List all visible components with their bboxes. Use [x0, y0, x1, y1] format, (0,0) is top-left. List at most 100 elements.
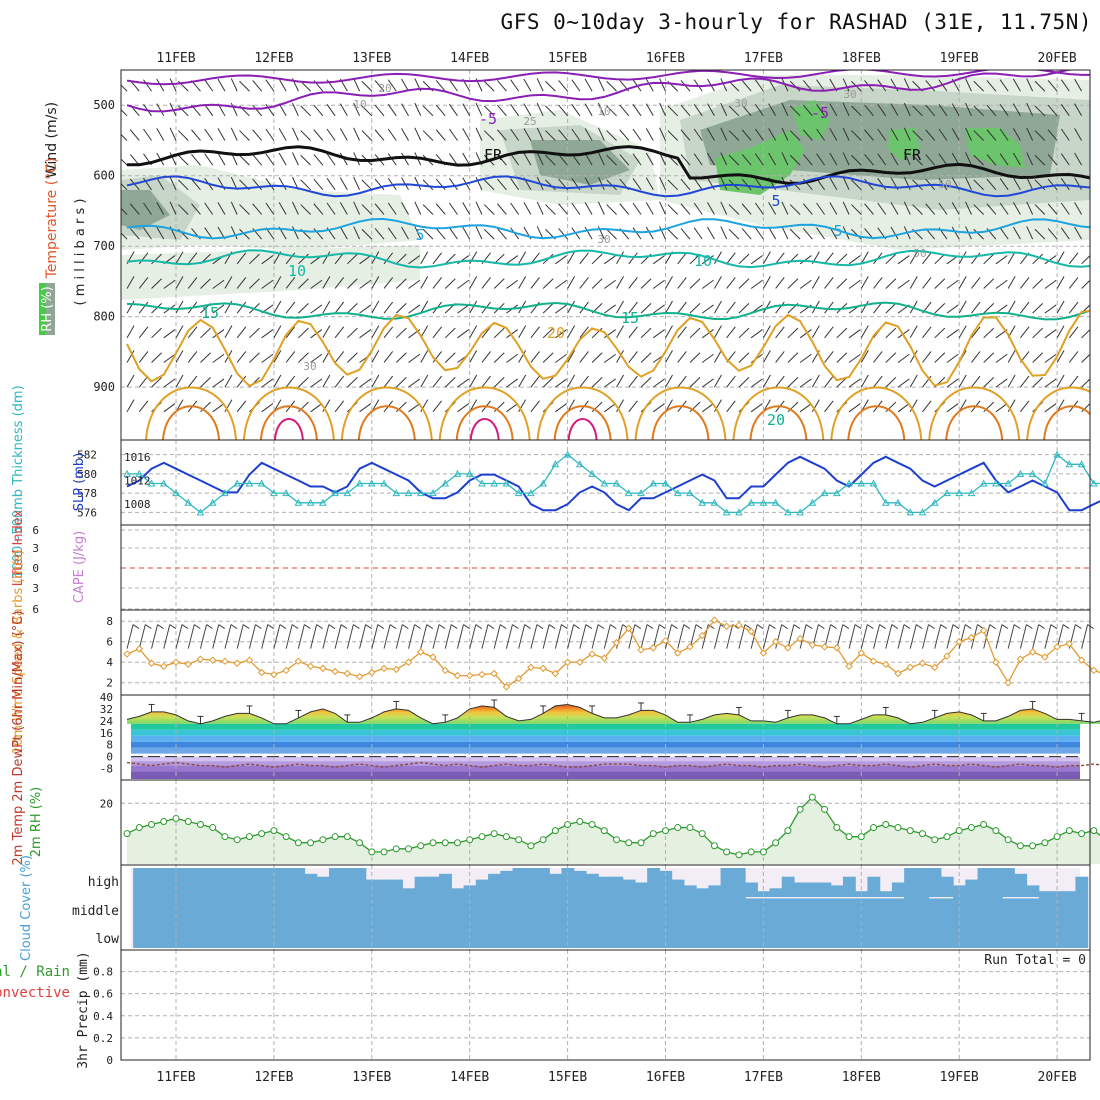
upper-wind-barb — [361, 105, 373, 117]
wind10m-point — [147, 659, 156, 667]
upper-wind-barb — [469, 374, 478, 388]
upper-wind-barb — [169, 127, 177, 141]
upper-wind-barb — [842, 78, 850, 92]
upper-wind-barb — [606, 204, 617, 215]
wind10m-point — [612, 639, 621, 647]
upper-wind-barb — [1044, 255, 1057, 265]
wind10m-point — [649, 644, 657, 652]
thickness-ylabel: 1000~500mb Thickness (dm) — [11, 385, 26, 578]
upper-wind-barb — [469, 276, 478, 289]
thickness-point — [367, 479, 376, 487]
upper-wind-barb — [877, 128, 887, 141]
upper-wind-barb — [877, 104, 887, 117]
cloud-cell-high — [781, 876, 795, 897]
upper-wind-barb — [278, 78, 287, 92]
run-total: Run Total = 0 — [984, 953, 1086, 968]
surface-wind-barb — [261, 624, 269, 649]
cloud-cell-middle — [218, 897, 232, 925]
surface-wind-barb — [542, 624, 550, 649]
upper-wind-barb — [435, 178, 446, 191]
upper-wind-barb — [665, 276, 673, 289]
upper-wind-barb — [789, 228, 801, 240]
upper-wind-barb — [597, 78, 605, 92]
upper-wind-barb — [973, 154, 985, 166]
upper-wind-barb — [877, 153, 887, 166]
upper-wind-barb — [523, 128, 532, 141]
wind10m-point — [1053, 643, 1061, 651]
upper-wind-barb — [971, 375, 981, 388]
upper-wind-barb — [353, 226, 361, 240]
upper-wind-barb — [1012, 128, 1021, 141]
surface-wind-barb — [970, 624, 978, 649]
temp-tick: 0 — [106, 751, 113, 764]
cloud-cell-low — [671, 925, 685, 948]
cloud-cell-middle — [598, 897, 612, 925]
upper-wind-barb — [754, 227, 764, 240]
upper-wind-barb — [420, 300, 429, 314]
precip-tick: 0.2 — [93, 1032, 113, 1045]
surface-wind-barb — [591, 624, 599, 649]
upper-wind-barb — [995, 378, 1008, 388]
upper-wind-barb — [326, 153, 336, 166]
surface-wind-barb-flag — [818, 624, 825, 630]
upper-wind-barb — [1074, 128, 1083, 141]
upper-wind-barb — [842, 127, 850, 141]
surface-wind-barb — [1019, 624, 1027, 649]
upper-wind-barb — [738, 278, 750, 289]
contour-label: 30 — [597, 233, 610, 246]
surface-wind-barb — [1032, 624, 1040, 649]
wind10m-point — [576, 658, 584, 666]
cloud-cell-high — [732, 868, 746, 897]
isotherm-35 — [1043, 405, 1090, 440]
upper-wind-barb — [781, 201, 789, 215]
upper-wind-barb — [571, 104, 581, 117]
surface-wind-barb-flag — [487, 624, 495, 630]
wind10m-point — [686, 643, 694, 651]
isotherm-35 — [651, 405, 710, 440]
upper-wind-barb — [829, 152, 838, 166]
upper-wind-barb — [353, 127, 361, 141]
surface-wind-barb — [713, 624, 721, 649]
cloud-cell-high — [206, 868, 220, 897]
upper-wind-barb — [313, 154, 324, 166]
surface-wind-barb — [505, 624, 513, 649]
upper-wind-barb — [156, 103, 165, 117]
surface-wind-barb-flag — [414, 624, 421, 630]
upper-wind-barb — [667, 105, 679, 117]
upper-wind-barb — [571, 128, 581, 141]
upper-wind-barb — [558, 129, 568, 141]
upper-wind-barb — [754, 153, 764, 166]
thickness-point — [649, 479, 658, 487]
wind10m-point — [368, 668, 376, 677]
thickness-point — [869, 479, 878, 487]
upper-wind-barb — [536, 102, 544, 117]
surface-wind-barb-flag — [928, 624, 935, 630]
upper-wind-barb — [726, 252, 736, 265]
temp-color-band — [131, 741, 1080, 748]
surface-wind-barb-flag — [401, 624, 409, 630]
upper-wind-barb — [951, 103, 960, 117]
wind10m-point — [833, 644, 841, 652]
upper-wind-barb — [912, 154, 923, 166]
surface-wind-barb-flag — [707, 624, 715, 630]
upper-wind-barb — [187, 351, 198, 363]
upper-wind-barb — [432, 326, 443, 339]
upper-wind-barb — [665, 300, 673, 314]
upper-wind-barb — [285, 375, 296, 388]
upper-wind-barb — [860, 374, 869, 388]
upper-wind-barb — [1074, 78, 1083, 92]
upper-wind-barb — [999, 128, 1009, 141]
upper-wind-barb — [659, 226, 666, 240]
upper-wind-barb — [799, 255, 812, 265]
cloud-cell-high — [891, 882, 905, 897]
upper-wind-barb — [604, 378, 616, 388]
upper-wind-barb — [536, 78, 544, 92]
upper-rh-ylabel: RH (%) — [40, 286, 55, 331]
upper-wind-barb — [579, 252, 589, 265]
upper-wind-barb — [848, 378, 861, 388]
upper-wind-barb — [249, 352, 260, 363]
upper-wind-barb — [567, 350, 576, 363]
cloud-cell-high — [488, 873, 501, 897]
wind10m-point — [771, 638, 780, 646]
upper-wind-barb — [1007, 399, 1016, 413]
